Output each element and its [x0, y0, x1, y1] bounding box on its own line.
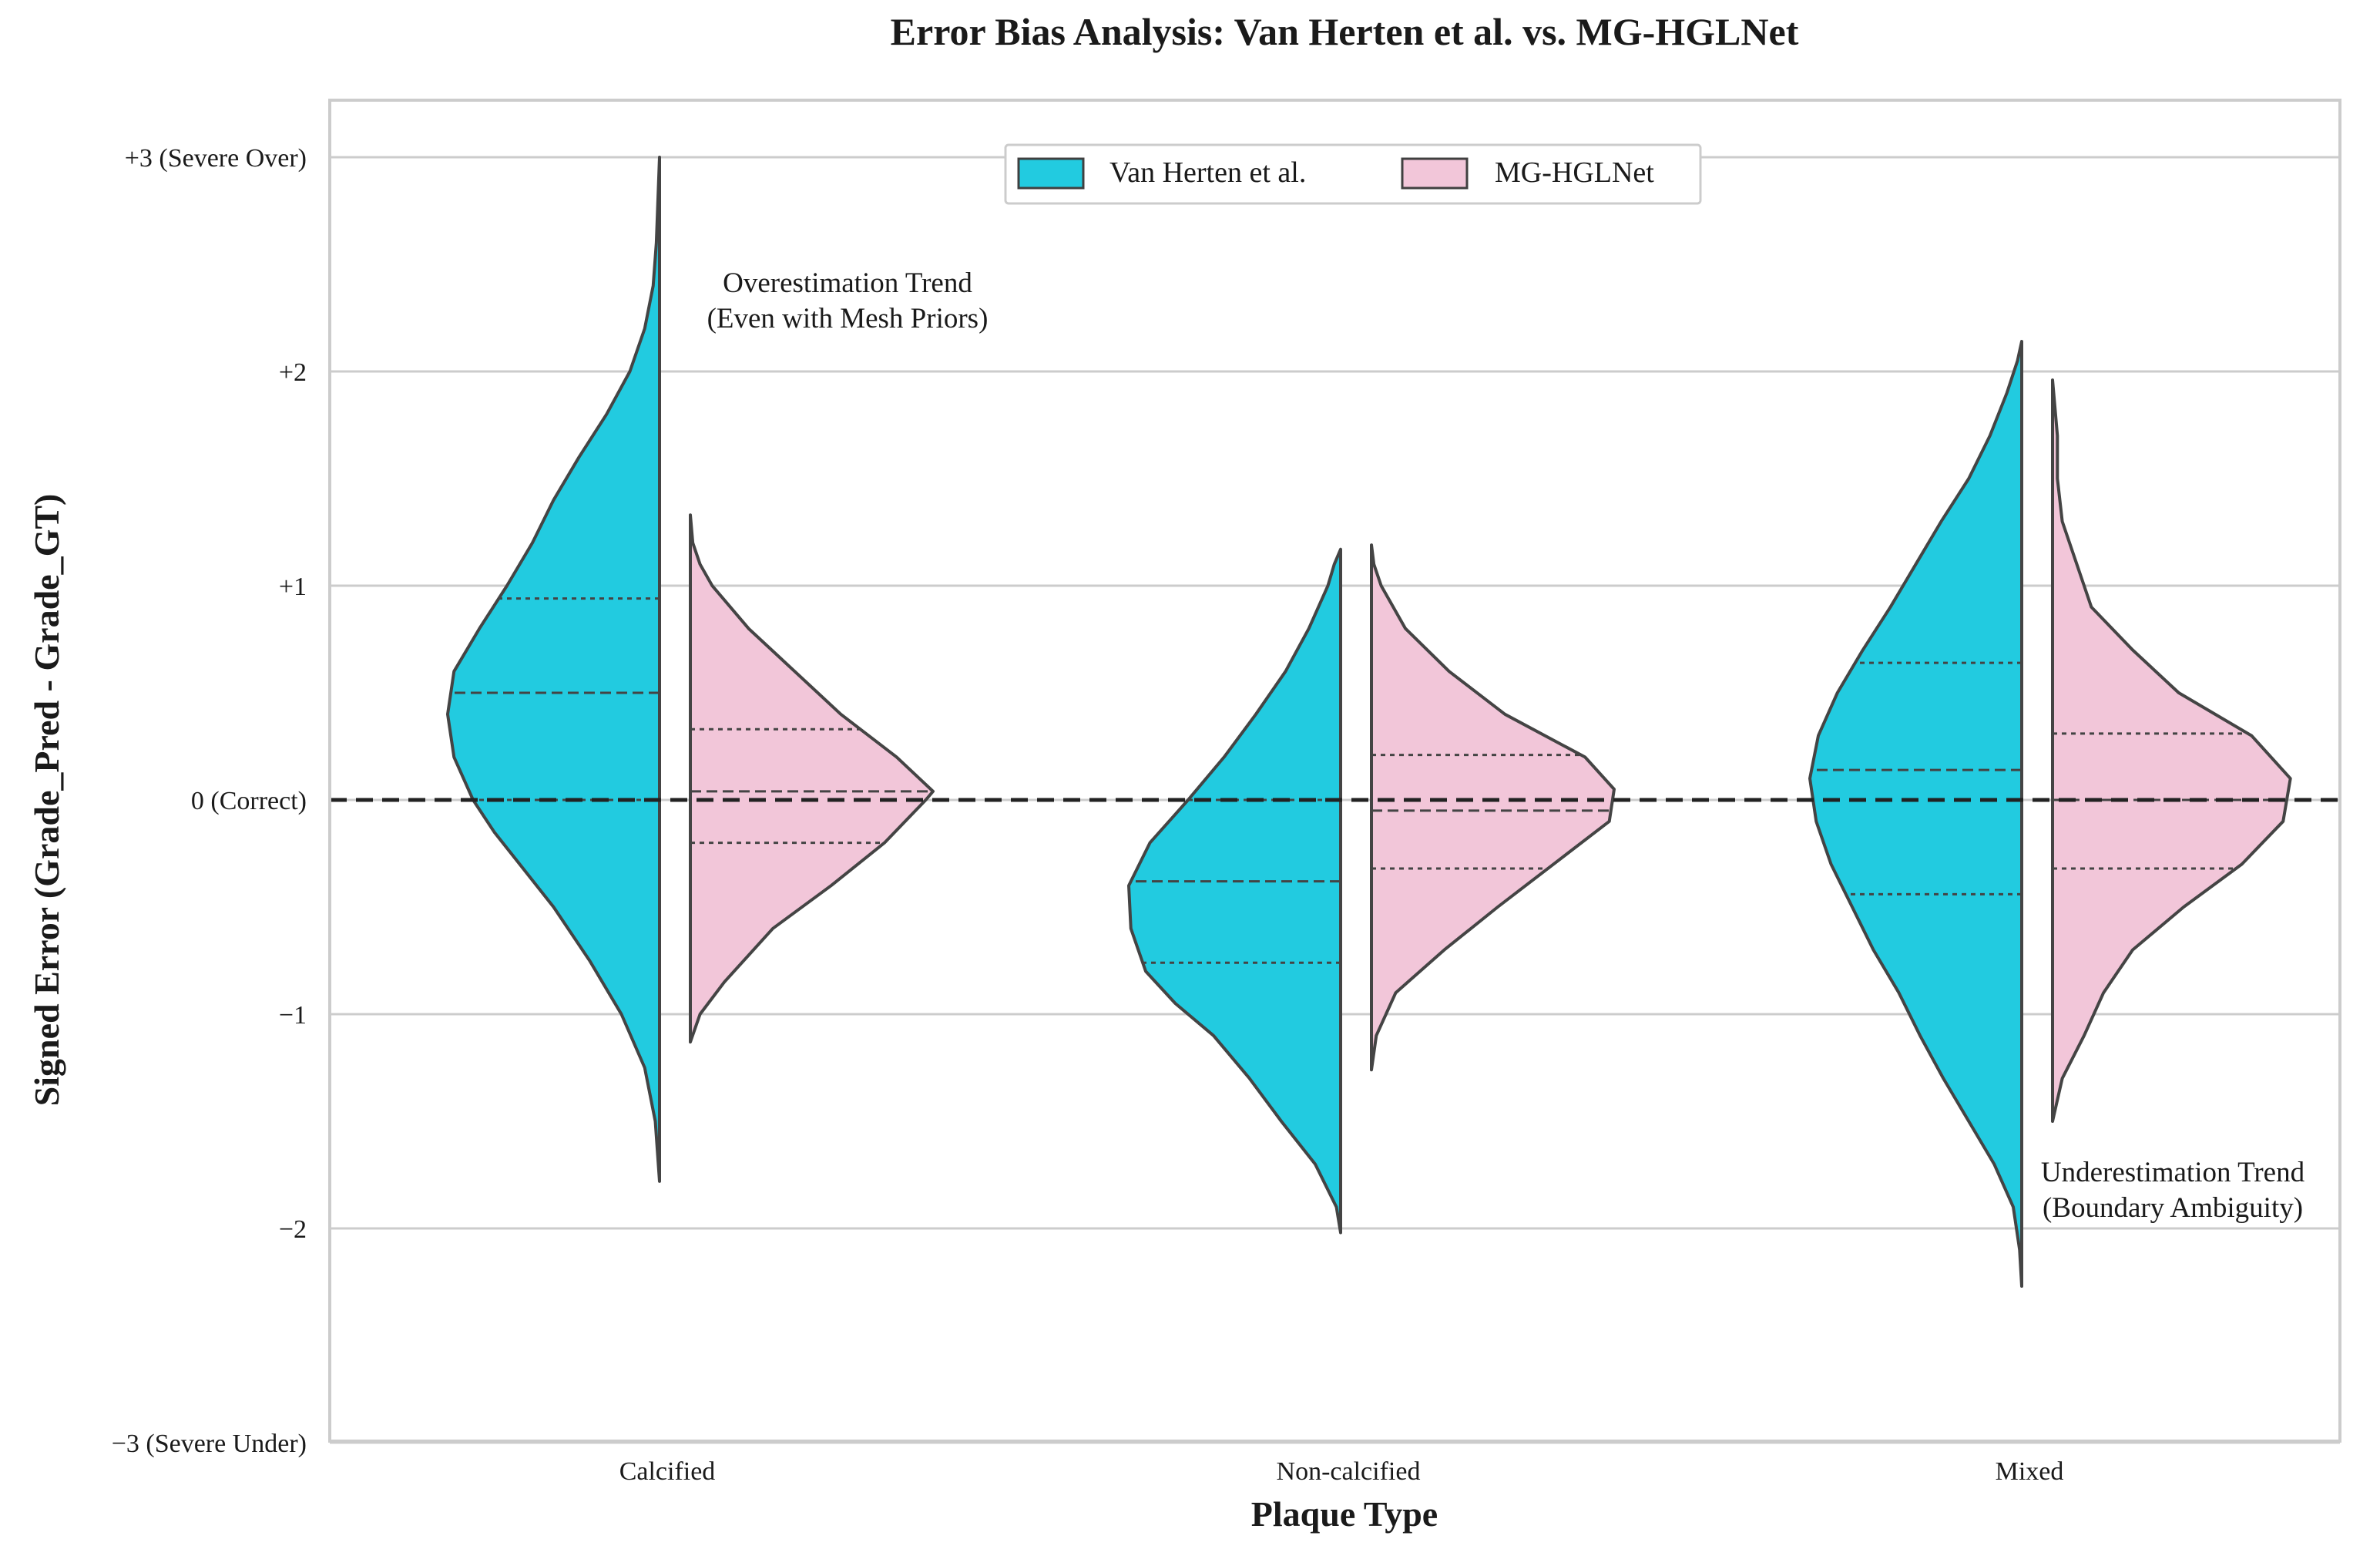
violin-body: [1370, 543, 1616, 1072]
violins: [446, 156, 2292, 1289]
legend-swatch-van-herten: [1017, 157, 1085, 190]
y-tick-label: +2: [279, 358, 307, 387]
chart-title: Error Bias Analysis: Van Herten et al. v…: [891, 10, 1799, 53]
annotation-text: Overestimation Trend: [723, 267, 972, 299]
violin-left-mixed: [1808, 340, 2023, 1289]
legend-label-mg-hglnet: MG-HGLNet: [1495, 156, 1654, 189]
violin-body: [2051, 378, 2292, 1123]
violin-body: [446, 156, 661, 1183]
legend-swatch-mg-hglnet: [1401, 157, 1469, 190]
violin-body: [1808, 340, 2023, 1289]
y-tick-label: −1: [279, 1001, 307, 1030]
annotations: Overestimation Trend (Even with Mesh Prio…: [707, 267, 2305, 1224]
annotation-text: (Even with Mesh Priors): [707, 303, 989, 334]
y-tick-label: −2: [279, 1215, 307, 1244]
violin-body: [1127, 547, 1342, 1235]
violin-body: [689, 513, 935, 1044]
plot-frame: [328, 99, 2341, 1443]
x-tick-labels: Calcified Non-calcified Mixed: [619, 1457, 2064, 1486]
x-tick-label: Non-calcified: [1277, 1457, 1421, 1486]
y-tick-label: +3 (Severe Over): [125, 144, 307, 173]
y-tick-labels: +3 (Severe Over) +2 +1 0 (Correct) −1 −2 −3 (S…: [112, 144, 307, 1458]
annotation-text: (Boundary Ambiguity): [2043, 1192, 2303, 1224]
violin-right-non-calcified: [1370, 543, 1616, 1072]
violin-right-calcified: [689, 513, 935, 1044]
x-tick-label: Calcified: [619, 1457, 716, 1486]
legend: Van Herten et al. MG-HGLNet: [1004, 143, 1702, 205]
legend-box: [1004, 143, 1702, 205]
y-axis-label: Signed Error (Grade_Pred - Grade_GT): [27, 494, 66, 1107]
legend-label-van-herten: Van Herten et al.: [1109, 156, 1306, 189]
y-tick-label: +1: [279, 573, 307, 601]
violin-left-non-calcified: [1127, 547, 1342, 1235]
annotation-text: Underestimation Trend: [2041, 1157, 2305, 1188]
y-tick-label: 0 (Correct): [191, 787, 307, 815]
y-tick-label: −3 (Severe Under): [112, 1430, 307, 1458]
x-axis-label: Plaque Type: [1251, 1494, 1438, 1534]
x-tick-label: Mixed: [1996, 1457, 2064, 1486]
